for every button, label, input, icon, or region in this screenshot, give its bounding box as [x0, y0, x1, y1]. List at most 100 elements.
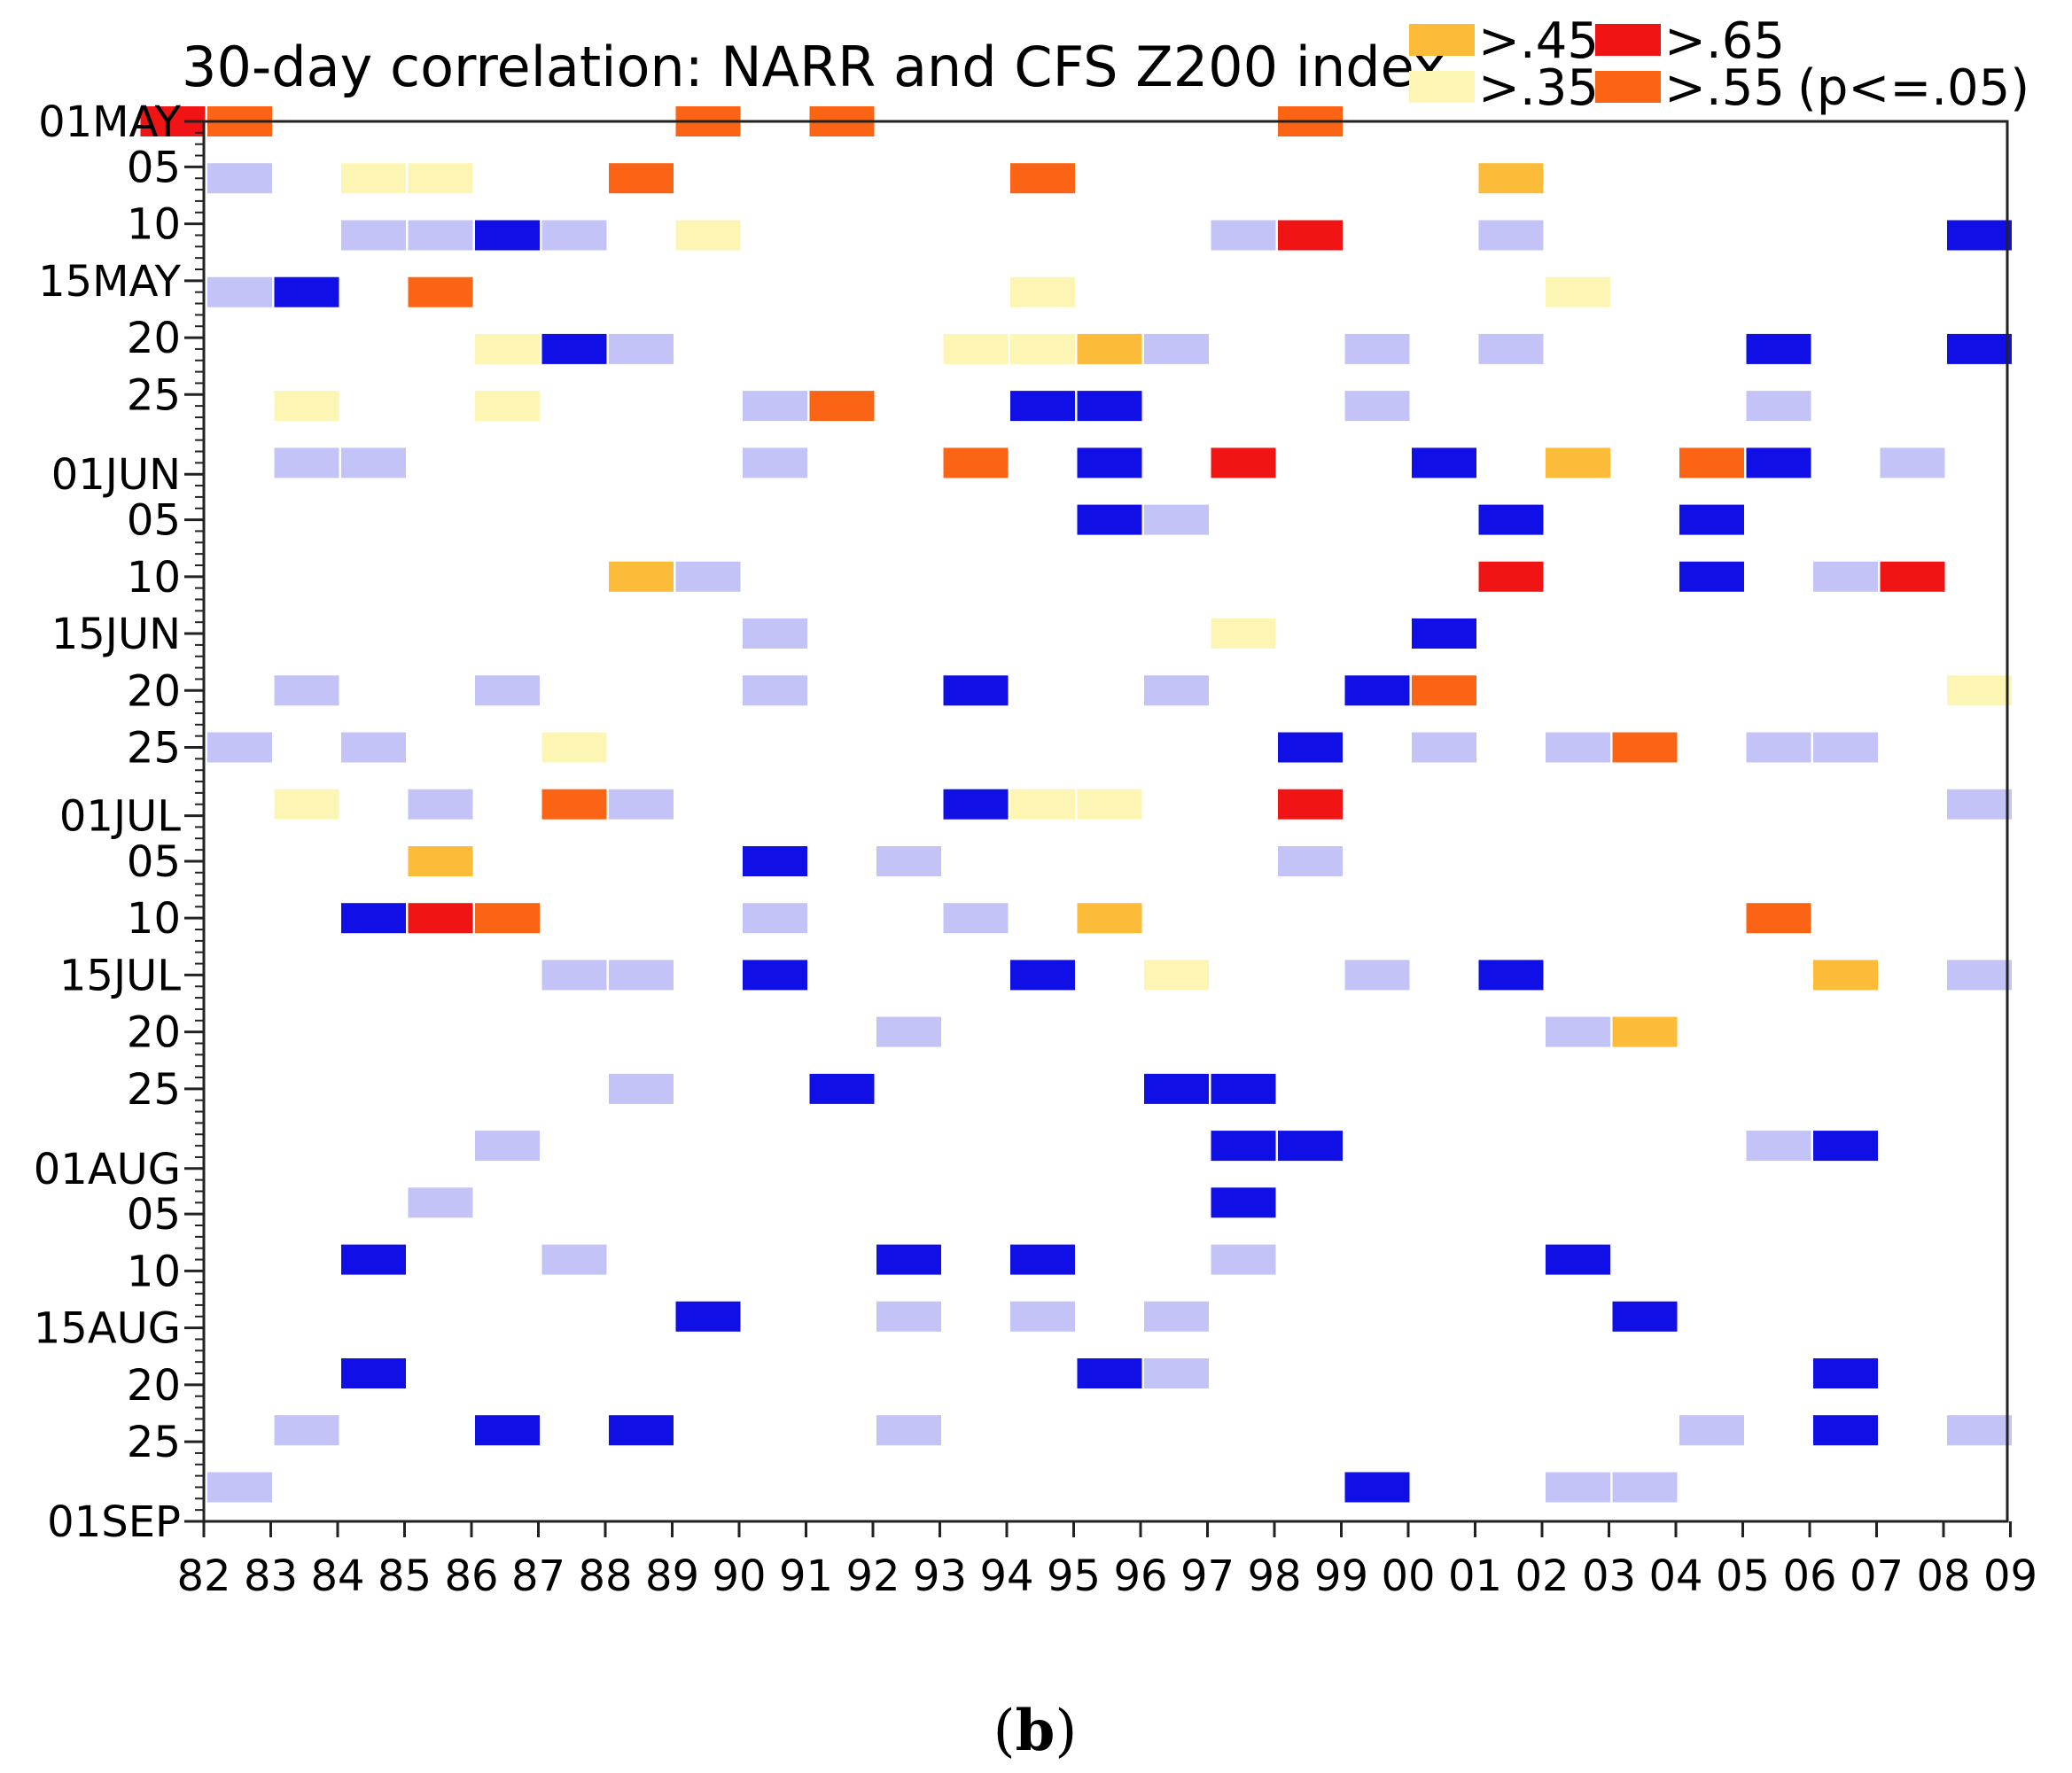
legend-swatch: [1409, 24, 1475, 56]
heatmap-cell: [475, 391, 540, 422]
heatmap-cell: [1211, 1131, 1276, 1162]
heatmap-cell: [876, 1244, 941, 1275]
heatmap-cell: [1546, 732, 1610, 763]
heatmap-cell: [1813, 1358, 1878, 1388]
heatmap-cell: [274, 789, 339, 820]
heatmap-cell: [1278, 846, 1343, 876]
heatmap-cell: [743, 618, 807, 649]
y-tick-label: 10: [127, 553, 181, 603]
y-tick-label: 10: [127, 200, 181, 250]
heatmap-cell: [274, 447, 339, 478]
heatmap-cell: [1679, 504, 1744, 535]
heatmap-cell: [541, 220, 607, 251]
heatmap-cell: [1077, 504, 1142, 535]
heatmap-cell: [1679, 561, 1744, 592]
heatmap-cell: [1010, 1244, 1075, 1275]
x-tick-label: 99: [1314, 1551, 1368, 1601]
heatmap-cell: [1546, 1472, 1610, 1503]
heatmap-cell: [274, 675, 339, 706]
heatmap-cell: [541, 960, 607, 991]
heatmap-cell: [541, 789, 607, 820]
heatmap-cell: [341, 1244, 406, 1275]
heatmap-cell: [341, 903, 406, 934]
panel-caption: (b): [993, 1698, 1078, 1764]
heatmap-cell: [408, 846, 473, 876]
heatmap-cell: [1211, 618, 1276, 649]
heatmap-cell: [1746, 1131, 1811, 1162]
heatmap-cell: [609, 561, 674, 592]
heatmap-cell: [207, 276, 272, 307]
chart-title: 30-day correlation: NARR and CFS Z200 in…: [182, 35, 1445, 99]
heatmap-cell: [1211, 1073, 1276, 1104]
heatmap-cell: [541, 1244, 607, 1275]
heatmap-cell: [1144, 1301, 1209, 1332]
heatmap-cell: [1612, 1301, 1678, 1332]
heatmap-cell: [609, 1073, 674, 1104]
heatmap-cell: [609, 333, 674, 364]
x-tick-label: 06: [1782, 1551, 1836, 1601]
heatmap-cell: [876, 846, 941, 876]
y-tick-label: 10: [127, 894, 181, 944]
heatmap-cell: [1478, 960, 1544, 991]
heatmap-cell: [609, 1415, 674, 1446]
heatmap-cell: [1746, 903, 1811, 934]
heatmap-cell: [1478, 504, 1544, 535]
heatmap-cell: [1077, 333, 1142, 364]
y-tick-label: 15JUN: [51, 610, 181, 659]
heatmap-cell: [1144, 1073, 1209, 1104]
heatmap-cell: [1947, 333, 2012, 364]
heatmap-cell: [1746, 732, 1811, 763]
heatmap-cell: [1813, 732, 1878, 763]
heatmap-cell: [475, 675, 540, 706]
y-tick-label: 25: [127, 1065, 181, 1115]
heatmap-cell: [1546, 1244, 1610, 1275]
heatmap-cell: [943, 447, 1009, 478]
heatmap-cell: [1612, 732, 1678, 763]
heatmap-cell: [1412, 675, 1476, 706]
y-tick-label: 01JUN: [51, 450, 181, 500]
heatmap-cell: [1344, 333, 1410, 364]
y-tick-label: 01SEP: [47, 1497, 181, 1547]
heatmap-cell: [207, 732, 272, 763]
x-tick-label: 89: [645, 1551, 699, 1601]
heatmap-cell: [1746, 447, 1811, 478]
heatmap-cell: [1880, 561, 1945, 592]
heatmap-cell: [1947, 1415, 2012, 1446]
heatmap-cell: [943, 333, 1009, 364]
x-tick-label: 91: [779, 1551, 833, 1601]
heatmap-cell: [1211, 1244, 1276, 1275]
heatmap-cell: [1077, 1358, 1142, 1388]
heatmap-cell: [743, 447, 807, 478]
y-tick-label: 25: [127, 370, 181, 420]
x-tick-label: 88: [578, 1551, 632, 1601]
x-tick-label: 07: [1850, 1551, 1904, 1601]
heatmap-cell: [1546, 447, 1610, 478]
legend-swatch: [1595, 24, 1661, 56]
heatmap-cell: [1344, 1472, 1410, 1503]
heatmap-cell: [1947, 960, 2012, 991]
x-tick-label: 83: [244, 1551, 298, 1601]
y-tick-label: 25: [127, 1418, 181, 1467]
heatmap-cell: [1077, 789, 1142, 820]
x-tick-label: 84: [310, 1551, 364, 1601]
y-tick-label: 20: [127, 1361, 181, 1411]
heatmap-cell: [475, 903, 540, 934]
legend-swatch: [1595, 71, 1661, 103]
heatmap-cell: [408, 163, 473, 194]
y-tick-label: 20: [127, 314, 181, 363]
x-tick-label: 86: [444, 1551, 498, 1601]
y-tick-label: 05: [127, 496, 181, 546]
x-tick-label: 00: [1381, 1551, 1435, 1601]
heatmap-cell: [1144, 333, 1209, 364]
heatmap-cell: [1880, 447, 1945, 478]
heatmap-cell: [1144, 1358, 1209, 1388]
heatmap-cell: [675, 561, 741, 592]
heatmap-cell: [408, 276, 473, 307]
heatmap-cell: [1077, 391, 1142, 422]
heatmap-cell: [1612, 1472, 1678, 1503]
heatmap-cell: [1144, 504, 1209, 535]
legend-label: >.35: [1478, 59, 1599, 117]
y-tick-label: 25: [127, 724, 181, 774]
heatmap-cell: [1478, 163, 1544, 194]
